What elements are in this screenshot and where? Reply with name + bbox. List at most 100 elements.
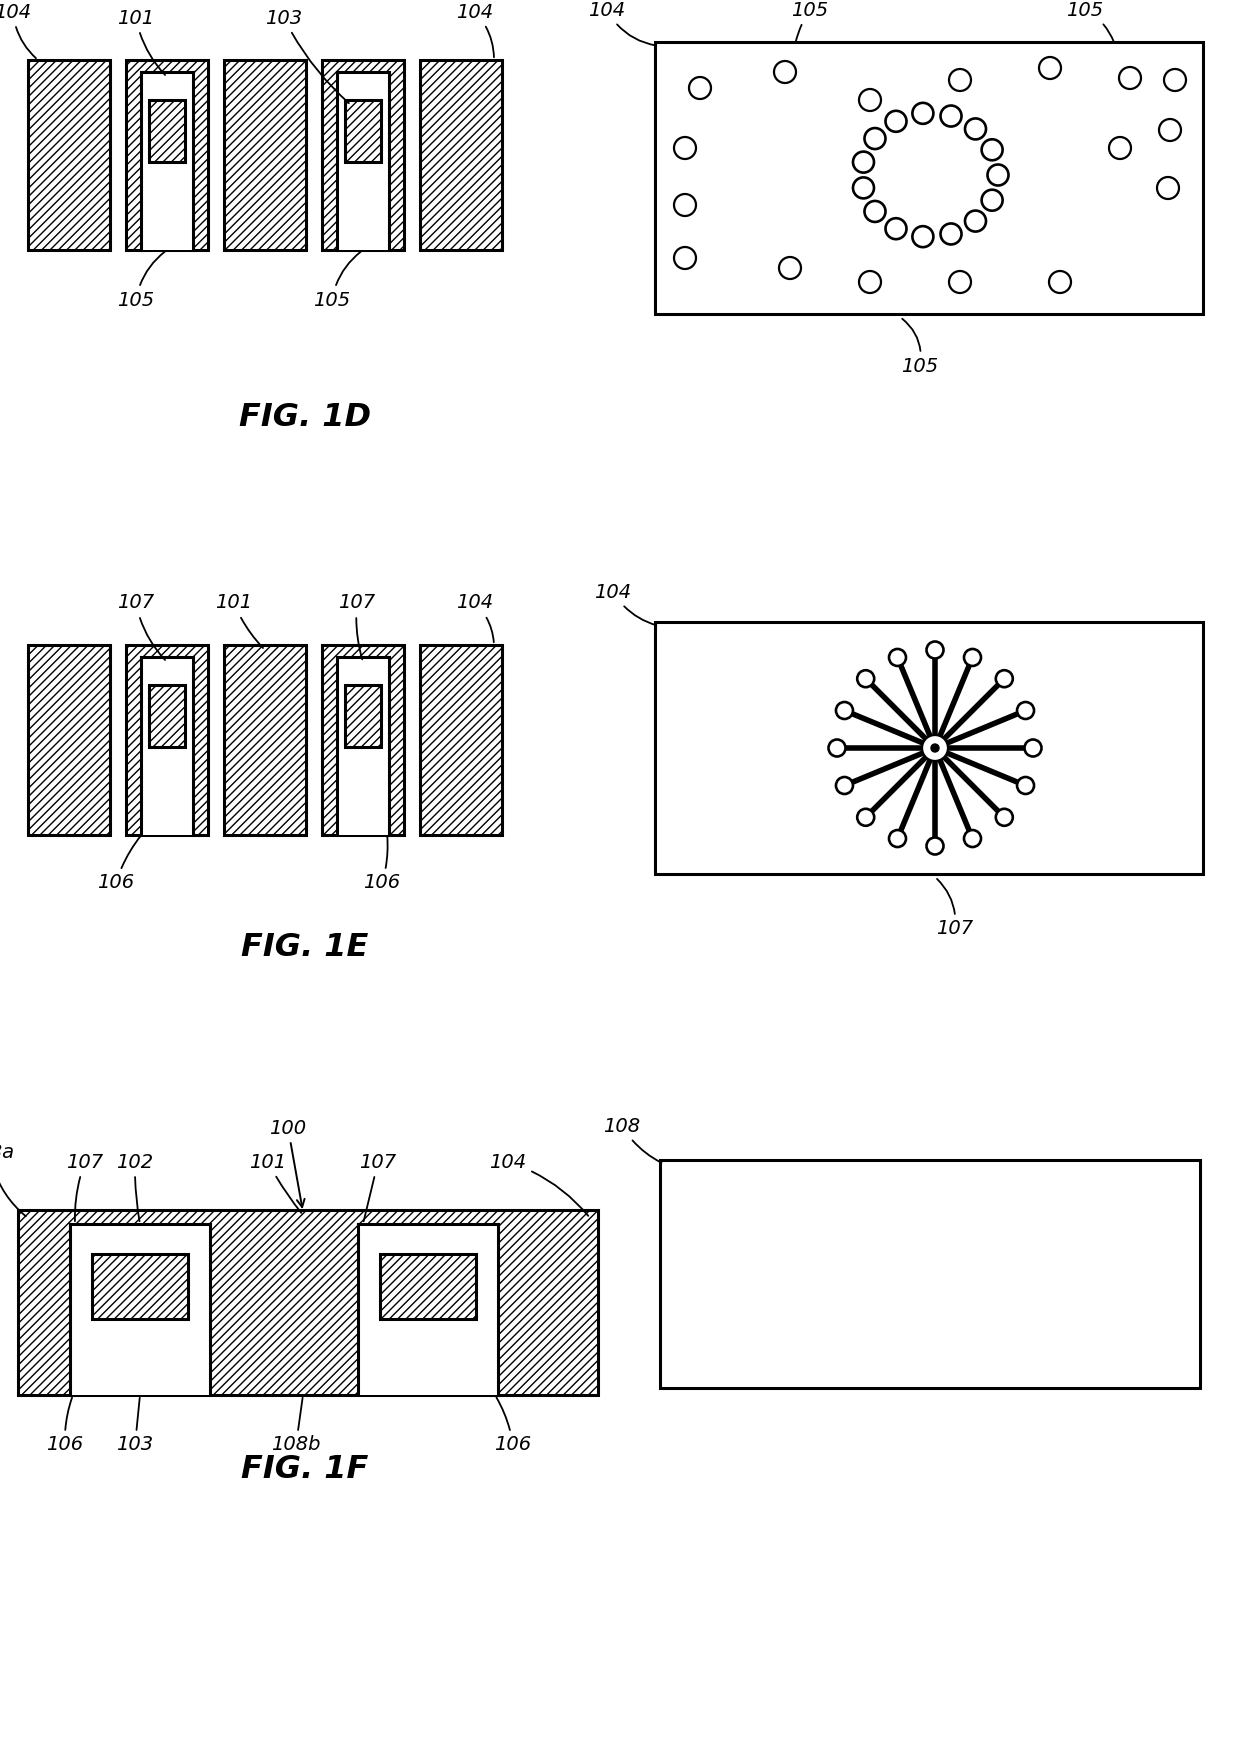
Circle shape (982, 190, 1003, 212)
Circle shape (836, 702, 853, 719)
Circle shape (940, 224, 961, 245)
Circle shape (864, 129, 885, 150)
Text: 107: 107 (360, 1153, 397, 1222)
Bar (358, 1224, 498, 1395)
Circle shape (675, 194, 696, 217)
Text: 101: 101 (118, 9, 165, 76)
Text: 107: 107 (67, 1153, 104, 1222)
Bar (322, 645, 404, 836)
Circle shape (1157, 176, 1179, 199)
Text: 107: 107 (118, 594, 165, 659)
Bar (29, 60, 110, 250)
Bar (420, 60, 502, 250)
Bar (224, 645, 306, 836)
Text: 107: 107 (339, 594, 376, 659)
Circle shape (926, 837, 944, 855)
Bar (126, 60, 208, 250)
Bar (345, 100, 381, 162)
Text: 104: 104 (589, 0, 656, 46)
Text: 106: 106 (46, 1398, 83, 1454)
Circle shape (940, 106, 961, 127)
Text: 105: 105 (791, 0, 828, 42)
Circle shape (1039, 56, 1061, 79)
Bar (420, 645, 502, 836)
Circle shape (1159, 118, 1180, 141)
Text: 104: 104 (594, 582, 656, 626)
Text: 105: 105 (118, 252, 165, 310)
Circle shape (864, 201, 885, 222)
Bar (19, 1209, 598, 1395)
Circle shape (859, 88, 880, 111)
Circle shape (675, 138, 696, 159)
Text: 100: 100 (269, 1118, 306, 1208)
Bar (29, 645, 110, 836)
Text: 105: 105 (314, 252, 361, 310)
Text: 103: 103 (265, 9, 348, 104)
Bar (337, 72, 389, 250)
Text: 104: 104 (456, 2, 494, 56)
Bar (126, 645, 208, 836)
Text: FIG. 1E: FIG. 1E (242, 933, 368, 964)
Text: 108: 108 (604, 1116, 661, 1164)
Circle shape (965, 118, 986, 139)
Circle shape (963, 649, 981, 666)
Text: 106: 106 (98, 836, 141, 892)
Circle shape (853, 178, 874, 199)
Circle shape (913, 102, 934, 123)
Text: 106: 106 (495, 1398, 532, 1454)
Bar (92, 1253, 188, 1319)
Bar (69, 1224, 210, 1395)
Bar (660, 1160, 1200, 1387)
Text: 102: 102 (117, 1153, 154, 1222)
Circle shape (963, 830, 981, 846)
Circle shape (853, 152, 874, 173)
Bar (655, 42, 1203, 314)
Circle shape (779, 257, 801, 279)
Circle shape (885, 219, 906, 240)
Circle shape (982, 139, 1003, 160)
Circle shape (965, 210, 986, 231)
Circle shape (1164, 69, 1185, 92)
Circle shape (889, 649, 906, 666)
Circle shape (1017, 702, 1034, 719)
Text: FIG. 1D: FIG. 1D (239, 402, 371, 434)
Circle shape (926, 642, 944, 659)
Circle shape (949, 69, 971, 92)
Circle shape (774, 62, 796, 83)
Text: 104: 104 (0, 2, 36, 58)
Text: 105: 105 (1066, 0, 1114, 42)
Bar (345, 686, 381, 748)
Circle shape (923, 735, 949, 762)
Circle shape (885, 111, 906, 132)
Circle shape (857, 809, 874, 825)
Circle shape (913, 226, 934, 247)
Text: 108a: 108a (0, 1142, 26, 1216)
Text: 104: 104 (490, 1153, 588, 1216)
Text: 104: 104 (456, 594, 494, 642)
Text: FIG. 1F: FIG. 1F (242, 1454, 368, 1486)
Circle shape (996, 670, 1013, 688)
Circle shape (987, 164, 1008, 185)
Bar (141, 72, 193, 250)
Bar (141, 658, 193, 836)
Circle shape (1024, 739, 1042, 756)
Circle shape (1049, 272, 1071, 293)
Bar (655, 622, 1203, 874)
Text: 101: 101 (216, 594, 263, 649)
Bar (379, 1253, 476, 1319)
Bar (224, 60, 306, 250)
Circle shape (1109, 138, 1131, 159)
Bar (149, 686, 185, 748)
Text: 101: 101 (249, 1153, 301, 1213)
Circle shape (1118, 67, 1141, 88)
Circle shape (689, 78, 711, 99)
Circle shape (949, 272, 971, 293)
Circle shape (859, 272, 880, 293)
Circle shape (857, 670, 874, 688)
Circle shape (836, 777, 853, 793)
Circle shape (675, 247, 696, 270)
Circle shape (931, 744, 939, 753)
Circle shape (889, 830, 906, 846)
Bar (149, 100, 185, 162)
Text: 108b: 108b (272, 1398, 321, 1454)
